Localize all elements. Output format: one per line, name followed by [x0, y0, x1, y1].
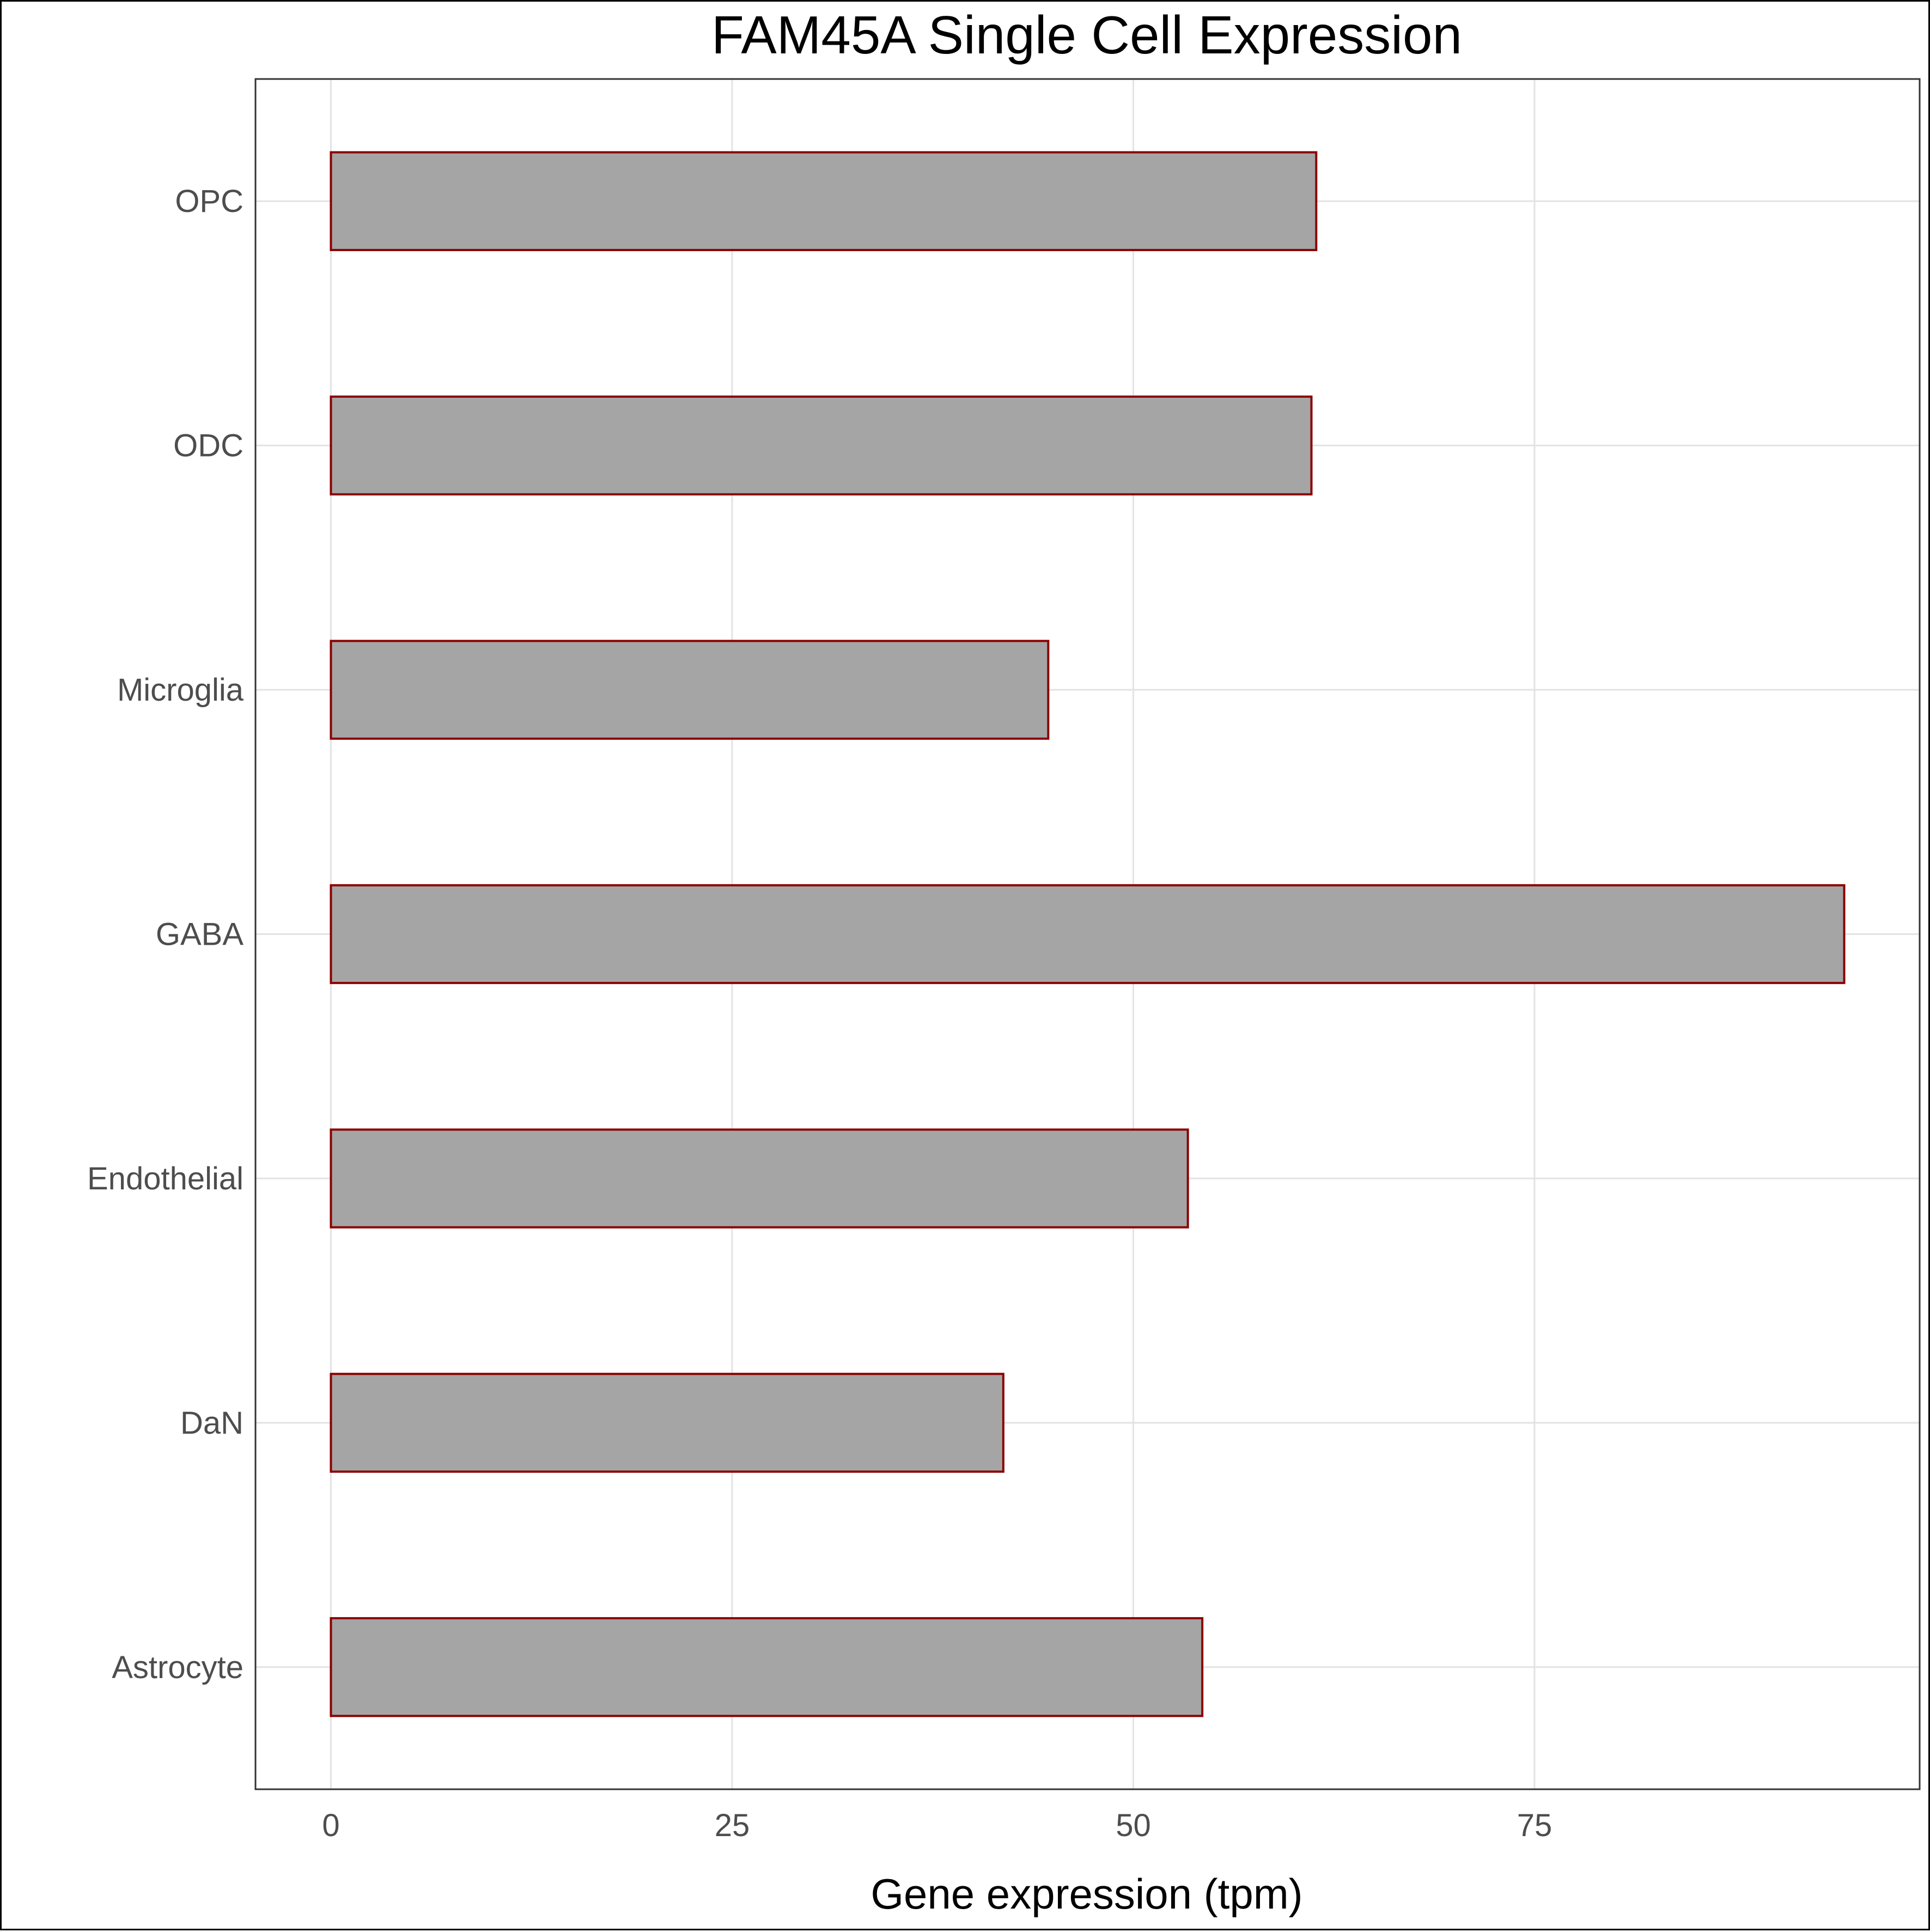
bar-odc	[330, 395, 1313, 496]
y-axis-tick-labels: Astrocyte DaN Endothelial GABA Microglia ODC O…	[87, 184, 244, 1685]
bar-gaba	[330, 884, 1846, 985]
y-tick-label: Endothelial	[87, 1161, 243, 1196]
bars	[330, 151, 1846, 1717]
y-tick-label: Microglia	[117, 672, 244, 708]
bar-astrocyte	[330, 1617, 1204, 1717]
x-tick-label: 50	[1116, 1808, 1151, 1843]
x-axis-tick-labels: 0 25 50 75	[322, 1808, 1552, 1843]
bar-dan	[330, 1372, 1004, 1473]
y-tick-label: ODC	[173, 428, 243, 464]
x-tick-label: 75	[1517, 1808, 1552, 1843]
bar-opc	[330, 151, 1318, 251]
y-tick-label: OPC	[175, 184, 243, 219]
x-tick-label: 25	[715, 1808, 750, 1843]
chart-title: FAM45A Single Cell Expression	[711, 5, 1462, 65]
y-tick-label: Astrocyte	[112, 1650, 243, 1685]
bar-microglia	[330, 640, 1050, 740]
bar-endothelial	[330, 1128, 1189, 1229]
y-tick-label: DaN	[180, 1405, 243, 1441]
x-axis-title: Gene expression (tpm)	[870, 1870, 1302, 1918]
x-tick-label: 0	[322, 1808, 339, 1843]
y-tick-label: GABA	[156, 917, 243, 952]
plot-panel-border	[254, 78, 1921, 1790]
